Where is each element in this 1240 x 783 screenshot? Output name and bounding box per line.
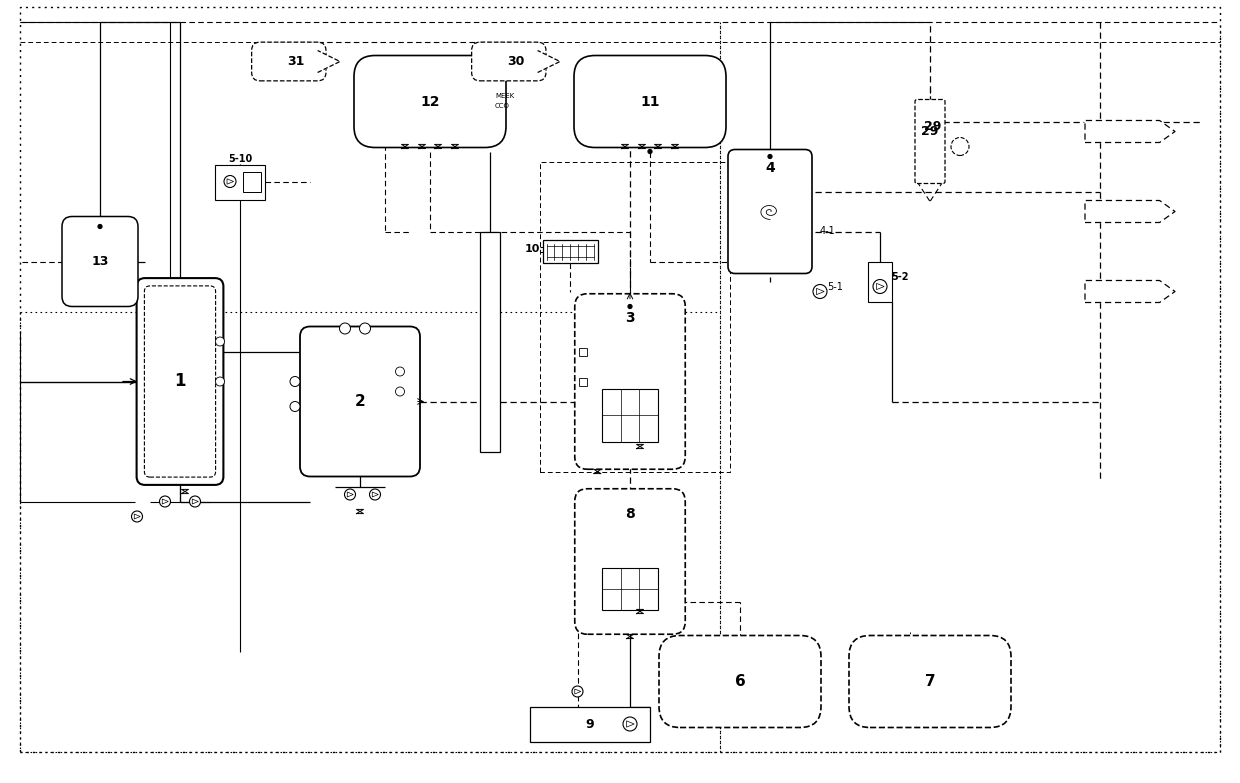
- FancyBboxPatch shape: [575, 489, 686, 634]
- Text: 10: 10: [525, 244, 541, 254]
- Circle shape: [396, 367, 404, 376]
- Bar: [579, 348, 587, 355]
- Circle shape: [340, 323, 351, 334]
- Circle shape: [873, 280, 887, 294]
- Bar: [243, 171, 260, 192]
- Bar: [215, 164, 265, 200]
- Bar: [543, 240, 598, 262]
- Bar: [603, 568, 657, 609]
- Bar: [868, 262, 892, 301]
- Circle shape: [216, 377, 224, 386]
- FancyBboxPatch shape: [300, 327, 420, 477]
- Polygon shape: [1085, 200, 1176, 222]
- Polygon shape: [538, 50, 560, 73]
- Circle shape: [216, 337, 224, 346]
- FancyBboxPatch shape: [136, 278, 223, 485]
- Text: 4-1: 4-1: [820, 226, 836, 236]
- Circle shape: [572, 686, 583, 697]
- Text: 5-1: 5-1: [827, 282, 843, 291]
- Polygon shape: [1085, 280, 1176, 302]
- Circle shape: [160, 496, 171, 507]
- FancyBboxPatch shape: [353, 56, 506, 147]
- Text: CCO: CCO: [495, 103, 510, 110]
- Text: 31: 31: [288, 55, 305, 68]
- Text: 9: 9: [585, 717, 594, 731]
- Circle shape: [396, 387, 404, 396]
- FancyBboxPatch shape: [575, 294, 686, 469]
- Text: 1: 1: [175, 373, 186, 391]
- Text: 5-10: 5-10: [228, 154, 252, 164]
- FancyBboxPatch shape: [915, 99, 945, 183]
- FancyBboxPatch shape: [728, 150, 812, 273]
- Polygon shape: [134, 514, 140, 519]
- Circle shape: [360, 323, 371, 334]
- Polygon shape: [317, 50, 340, 73]
- FancyBboxPatch shape: [471, 42, 546, 81]
- Bar: [603, 389, 657, 442]
- FancyBboxPatch shape: [62, 217, 138, 306]
- Circle shape: [768, 154, 773, 158]
- Circle shape: [370, 489, 381, 500]
- Circle shape: [224, 175, 236, 187]
- Bar: [529, 706, 650, 742]
- Text: 11: 11: [640, 95, 660, 109]
- Polygon shape: [192, 499, 198, 504]
- Polygon shape: [816, 288, 825, 294]
- Circle shape: [98, 225, 102, 229]
- Text: 29: 29: [921, 125, 939, 138]
- Circle shape: [951, 138, 968, 156]
- FancyBboxPatch shape: [574, 56, 725, 147]
- Text: 4: 4: [765, 161, 775, 175]
- Circle shape: [345, 489, 356, 500]
- Circle shape: [627, 305, 632, 309]
- Polygon shape: [347, 492, 353, 497]
- Circle shape: [131, 511, 143, 522]
- Polygon shape: [575, 689, 580, 694]
- Polygon shape: [162, 499, 169, 504]
- Polygon shape: [877, 283, 884, 290]
- Text: 30: 30: [507, 55, 525, 68]
- Text: 3: 3: [625, 312, 635, 326]
- Polygon shape: [626, 721, 634, 727]
- FancyBboxPatch shape: [849, 636, 1011, 727]
- FancyBboxPatch shape: [252, 42, 326, 81]
- Bar: [579, 377, 587, 385]
- Circle shape: [190, 496, 201, 507]
- Text: 29: 29: [924, 120, 941, 133]
- Text: MEEK: MEEK: [495, 93, 515, 99]
- Bar: [480, 232, 500, 452]
- Text: 6: 6: [734, 674, 745, 689]
- Circle shape: [290, 377, 300, 387]
- Text: 12: 12: [420, 95, 440, 109]
- Polygon shape: [372, 492, 378, 497]
- Polygon shape: [227, 179, 233, 184]
- Text: 2: 2: [355, 394, 366, 409]
- Circle shape: [622, 717, 637, 731]
- FancyBboxPatch shape: [658, 636, 821, 727]
- Circle shape: [290, 402, 300, 412]
- Text: 8: 8: [625, 507, 635, 521]
- Text: 5-2: 5-2: [892, 272, 909, 282]
- Text: 7: 7: [925, 674, 935, 689]
- Circle shape: [813, 284, 827, 298]
- Polygon shape: [1085, 121, 1176, 143]
- Circle shape: [649, 150, 652, 153]
- Text: 13: 13: [92, 255, 109, 268]
